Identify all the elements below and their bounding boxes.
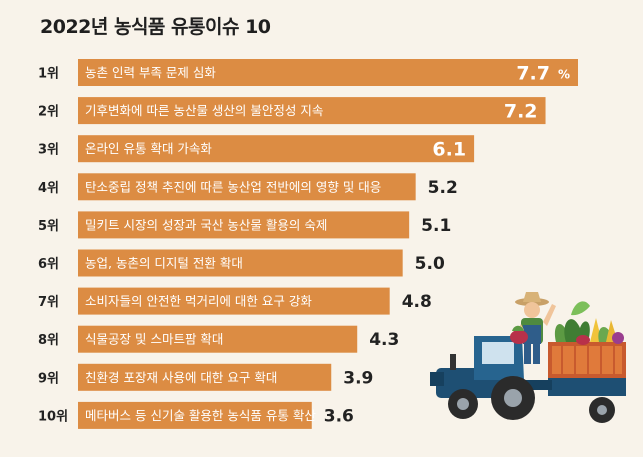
data-label: 7.7 xyxy=(516,63,550,85)
rank-label: 5위 xyxy=(38,219,59,234)
data-label: 6.1 xyxy=(432,139,466,161)
bar xyxy=(78,135,475,163)
bar xyxy=(78,211,410,239)
rank-label: 8위 xyxy=(38,333,59,348)
bar-category-label: 소비자들의 안전한 먹거리에 대한 요구 강화 xyxy=(85,294,312,309)
data-label: 5.1 xyxy=(421,216,451,236)
unit-label: % xyxy=(558,68,570,82)
bar xyxy=(78,249,403,277)
rank-label: 7위 xyxy=(38,295,59,310)
bar-category-label: 메타버스 등 신기술 활용한 농식품 유통 확산 xyxy=(85,408,316,423)
data-label: 4.3 xyxy=(369,330,399,350)
bar xyxy=(78,59,578,86)
tractor-icon xyxy=(430,336,552,420)
bar-category-label: 농업, 농촌의 디지털 전환 확대 xyxy=(85,256,243,271)
bar xyxy=(78,97,546,125)
bar-category-label: 식물공장 및 스마트팜 확대 xyxy=(85,332,223,347)
bar-category-label: 밀키트 시장의 성장과 국산 농산물 활용의 숙제 xyxy=(85,217,327,232)
vegetable-trailer-icon xyxy=(548,301,626,423)
farmer-icon xyxy=(510,292,556,364)
bar-category-label: 탄소중립 정책 추진에 따른 농산업 전반에의 영향 및 대응 xyxy=(85,179,381,194)
bar-category-label: 온라인 유통 확대 가속화 xyxy=(85,141,212,156)
data-label: 3.6 xyxy=(324,406,354,426)
data-label: 4.8 xyxy=(402,292,432,312)
rank-label: 2위 xyxy=(38,105,59,120)
chart-title: 2022년 농식품 유통이슈 10 xyxy=(40,16,271,38)
data-label: 5.0 xyxy=(415,254,445,274)
bar xyxy=(78,363,332,391)
bar-category-label: 농촌 인력 부족 문제 심화 xyxy=(85,65,216,80)
bar-category-label: 기후변화에 따른 농산물 생산의 불안정성 지속 xyxy=(85,103,323,118)
farmer-tractor-illustration xyxy=(430,292,626,423)
rank-label: 10위 xyxy=(38,409,68,424)
bar xyxy=(78,287,390,315)
data-label: 5.2 xyxy=(428,178,458,198)
rank-label: 1위 xyxy=(38,67,59,82)
bar-category-label: 친환경 포장재 사용에 대한 요구 확대 xyxy=(85,370,277,385)
bar xyxy=(78,173,416,201)
bar xyxy=(78,325,358,353)
data-label: 7.2 xyxy=(504,101,538,123)
rank-label: 9위 xyxy=(38,371,59,386)
rank-label: 3위 xyxy=(38,143,59,158)
data-label: 3.9 xyxy=(343,368,373,388)
rank-label: 6위 xyxy=(38,257,59,272)
bar xyxy=(78,401,312,429)
rank-label: 4위 xyxy=(38,181,59,196)
